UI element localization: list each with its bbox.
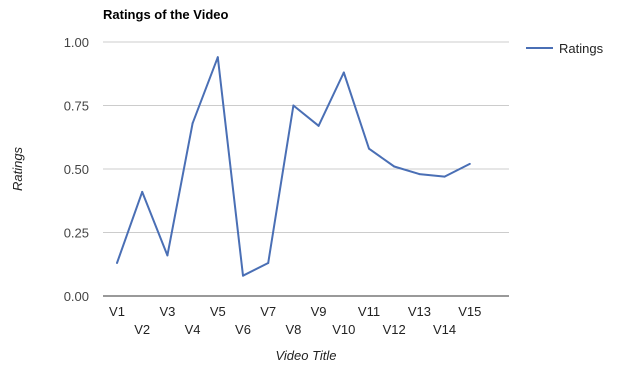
gridlines	[103, 41, 509, 297]
x-tick-label: V5	[210, 304, 226, 319]
x-tick-label: V15	[458, 304, 481, 319]
x-tick-label: V1	[109, 304, 125, 319]
data-point	[216, 56, 219, 59]
x-tick-label: V3	[159, 304, 175, 319]
x-tick-label: V10	[332, 322, 355, 337]
y-tick-labels: 0.00 0.25 0.50 0.75 1.00	[64, 35, 89, 304]
x-tick-label: V9	[311, 304, 327, 319]
legend: Ratings	[526, 41, 604, 56]
x-tick-label: V12	[383, 322, 406, 337]
data-point	[191, 122, 194, 125]
y-tick-label: 0.00	[64, 289, 89, 304]
data-point	[418, 173, 421, 176]
x-tick-label: V2	[134, 322, 150, 337]
data-point	[292, 104, 295, 107]
x-tick-label: V6	[235, 322, 251, 337]
data-point	[393, 165, 396, 168]
data-point	[141, 190, 144, 193]
chart-title: Ratings of the Video	[103, 7, 228, 22]
series-line	[116, 56, 471, 277]
data-point	[267, 261, 270, 264]
data-point	[116, 261, 118, 264]
series-group	[116, 56, 471, 277]
data-point	[317, 124, 320, 127]
legend-label: Ratings	[559, 41, 604, 56]
x-tick-label: V8	[285, 322, 301, 337]
x-tick-label: V14	[433, 322, 456, 337]
y-tick-label: 0.75	[64, 99, 89, 114]
y-axis-label: Ratings	[10, 146, 25, 191]
x-tick-label: V11	[358, 304, 380, 319]
x-tick-label: V13	[408, 304, 431, 319]
data-point	[166, 254, 169, 257]
x-tick-label: V7	[260, 304, 276, 319]
x-tick-label: V4	[185, 322, 201, 337]
y-tick-label: 1.00	[64, 35, 89, 50]
data-point	[443, 175, 446, 178]
data-point	[368, 147, 370, 150]
data-point	[342, 71, 345, 74]
data-point	[242, 274, 244, 277]
data-point	[468, 162, 471, 165]
y-tick-label: 0.25	[64, 226, 89, 241]
x-axis-label: Video Title	[275, 348, 336, 363]
y-tick-label: 0.50	[64, 162, 89, 177]
